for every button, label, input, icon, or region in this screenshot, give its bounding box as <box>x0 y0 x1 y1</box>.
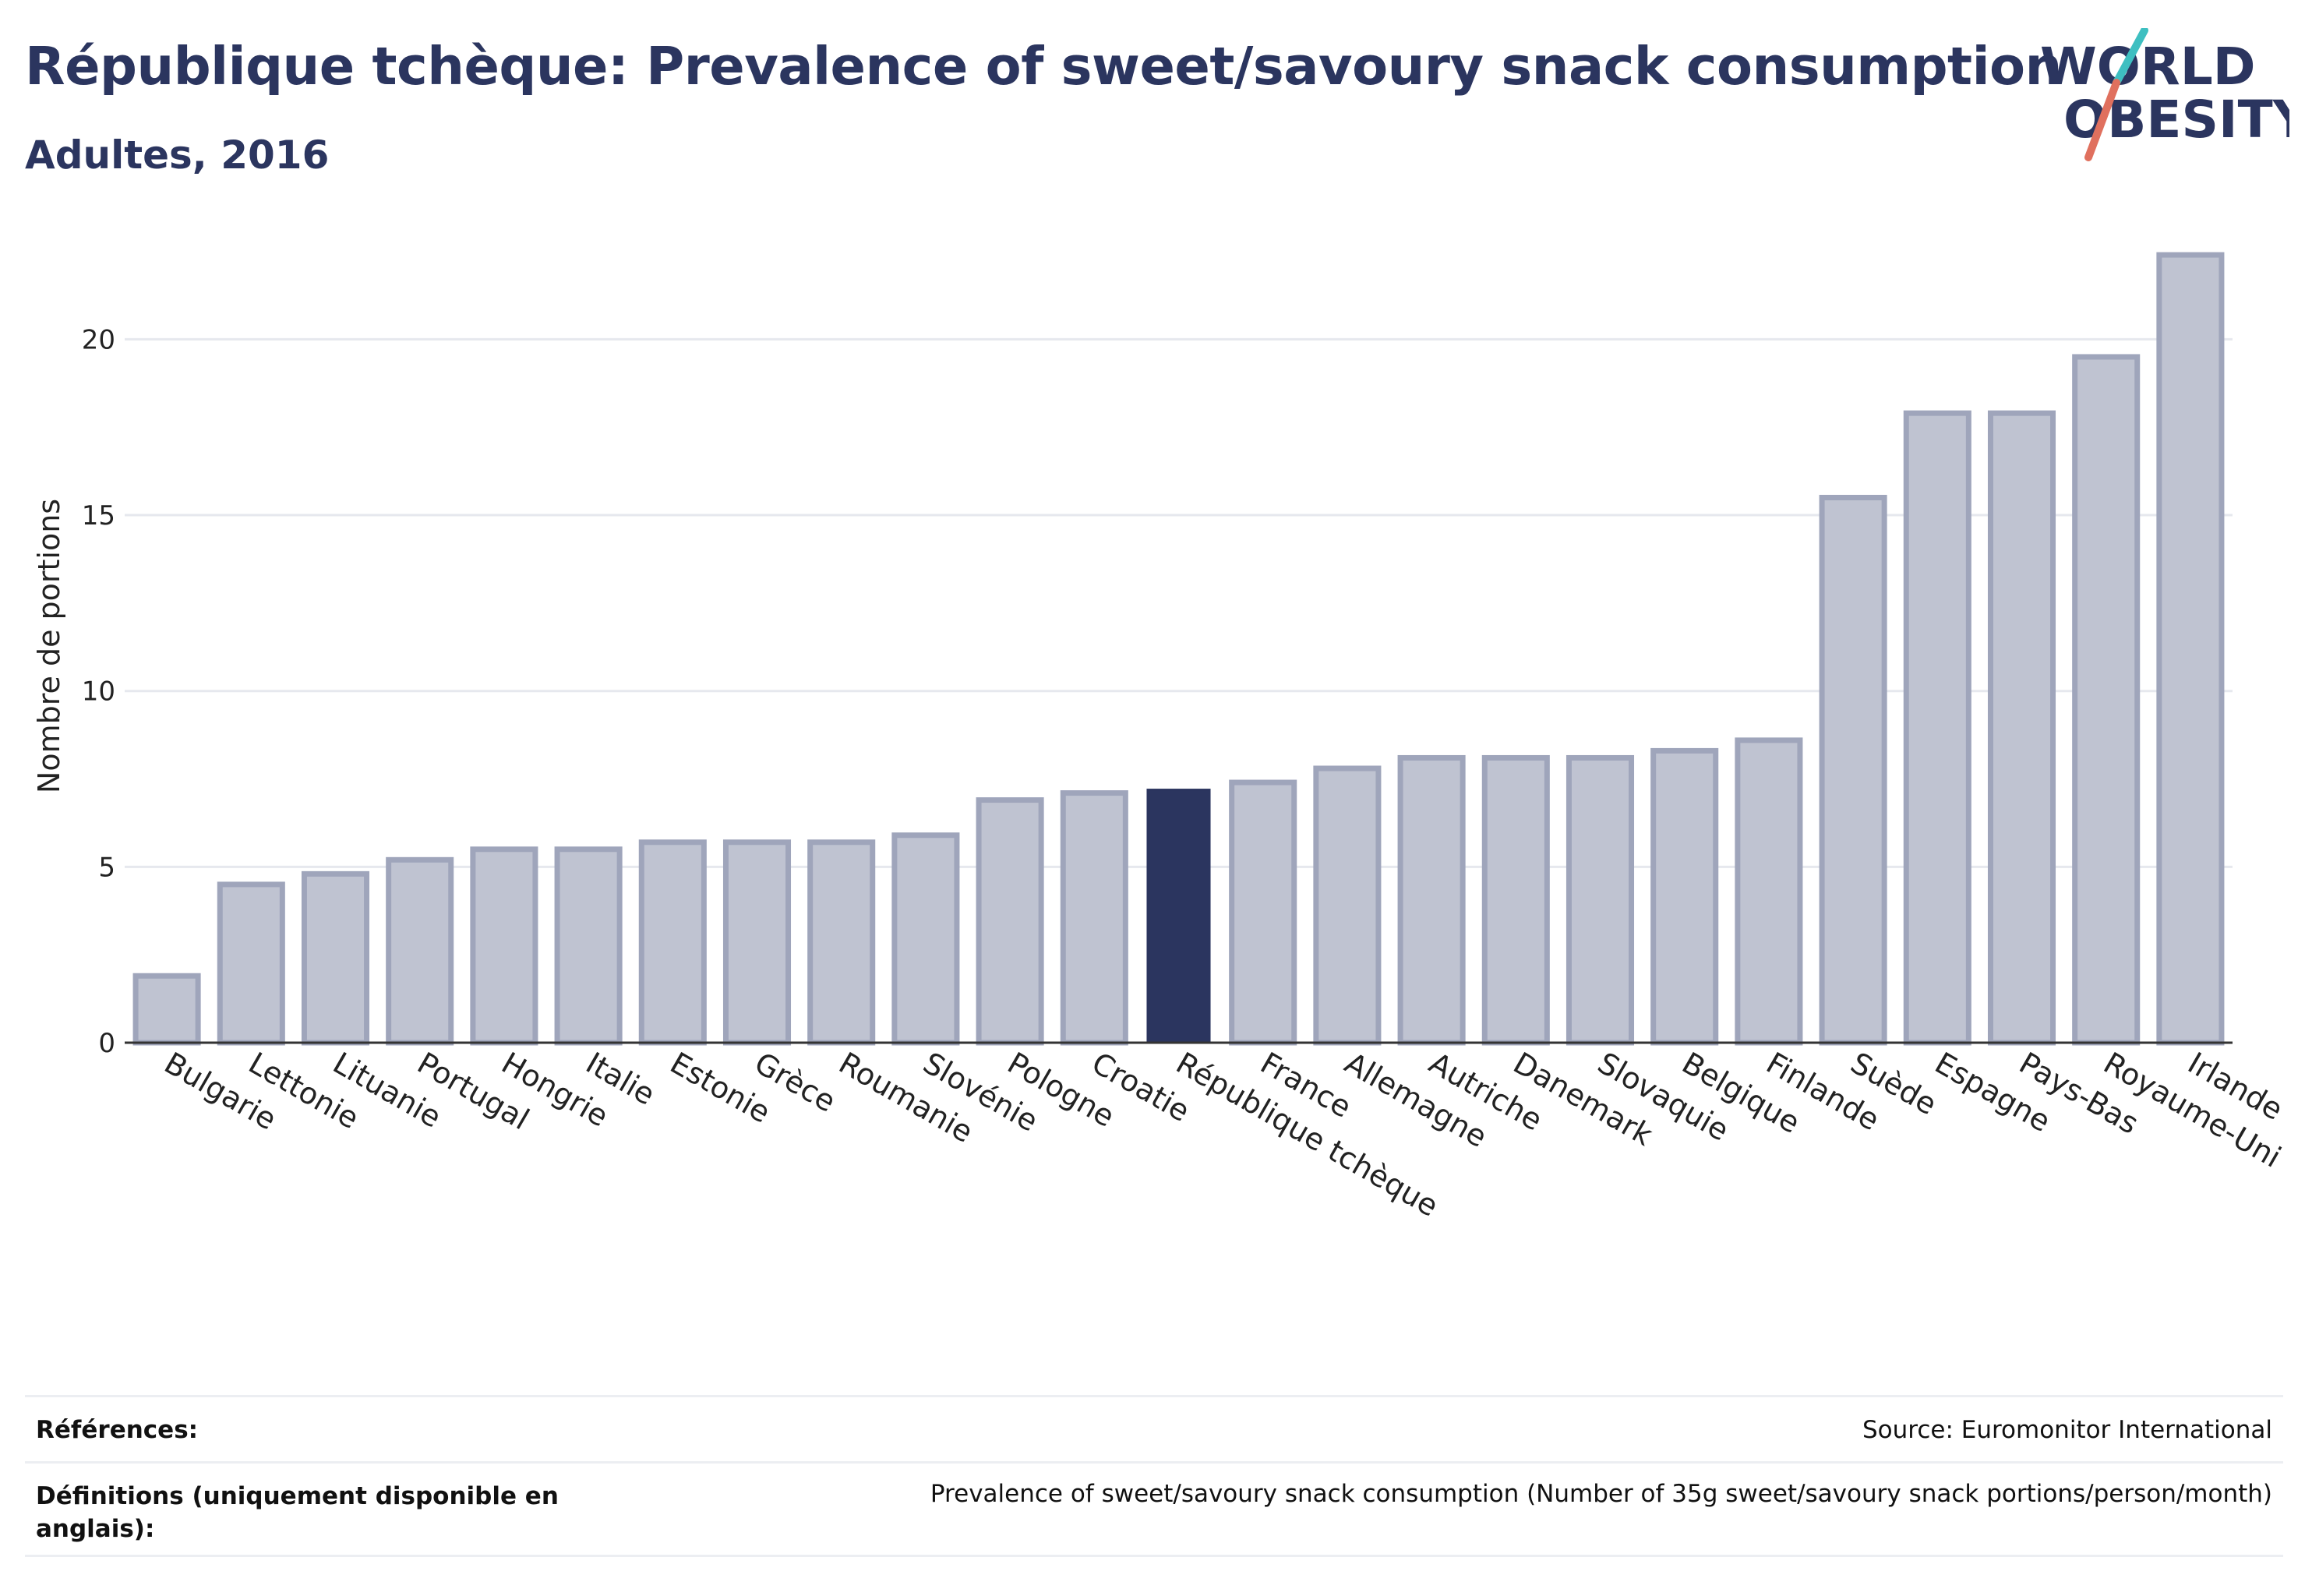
bar-roumanie <box>807 839 876 1046</box>
bar-royaume-uni <box>2072 354 2141 1046</box>
bar-italie <box>554 846 623 1046</box>
bar-croatie <box>1060 790 1128 1046</box>
logo-line1: WORLD <box>2040 37 2256 97</box>
definitions-label: Définitions (uniquement disponible en an… <box>36 1482 559 1543</box>
bar-grece <box>722 839 792 1046</box>
bars <box>132 252 2225 1046</box>
bar-republique-tcheque <box>1146 789 1211 1043</box>
world-obesity-logo: WORLD OBESITY <box>2040 28 2289 161</box>
bar-autriche <box>1397 754 1466 1046</box>
definitions-row: Définitions (uniquement disponible en an… <box>25 1461 2283 1557</box>
bar-irlande <box>2156 252 2225 1046</box>
bar-slovenie <box>891 832 960 1046</box>
logo-slash-coral <box>2084 79 2120 161</box>
bar-slovaquie <box>1565 754 1635 1046</box>
chart-subtitle: Adultes, 2016 <box>25 132 330 178</box>
logo-slash-teal <box>2113 28 2148 87</box>
y-tick-label-10: 10 <box>82 676 115 708</box>
bar-suede <box>1819 494 1887 1046</box>
bar-belgique <box>1650 747 1719 1046</box>
definitions-text: Prevalence of sweet/savoury snack consum… <box>930 1480 2272 1508</box>
references-row: Références: Source: Euromonitor Internat… <box>25 1395 2283 1464</box>
bar-espagne <box>1903 410 1971 1046</box>
chart-title: République tchèque: Prevalence of sweet/… <box>25 36 2062 97</box>
bar-lettonie <box>217 881 285 1046</box>
y-tick-label-5: 5 <box>98 852 115 883</box>
bar-france <box>1229 779 1297 1046</box>
bar-allemagne <box>1313 765 1382 1046</box>
y-tick-label-20: 20 <box>82 324 115 355</box>
bar-lituanie <box>301 870 370 1046</box>
bar-estonie <box>638 839 707 1046</box>
references-source: Source: Euromonitor International <box>1862 1416 2272 1444</box>
bar-portugal <box>386 856 454 1046</box>
references-label: Références: <box>36 1416 199 1444</box>
y-tick-label-0: 0 <box>98 1028 115 1059</box>
bar-hongrie <box>470 846 538 1046</box>
y-axis-title: Nombre de portions <box>32 499 66 793</box>
y-tick-label-15: 15 <box>82 500 115 531</box>
bar-danemark <box>1481 754 1550 1046</box>
bar-bulgarie <box>132 973 201 1046</box>
bar-pologne <box>976 797 1044 1046</box>
bar-finlande <box>1735 737 1803 1046</box>
bar-pays-bas <box>1987 410 2056 1046</box>
